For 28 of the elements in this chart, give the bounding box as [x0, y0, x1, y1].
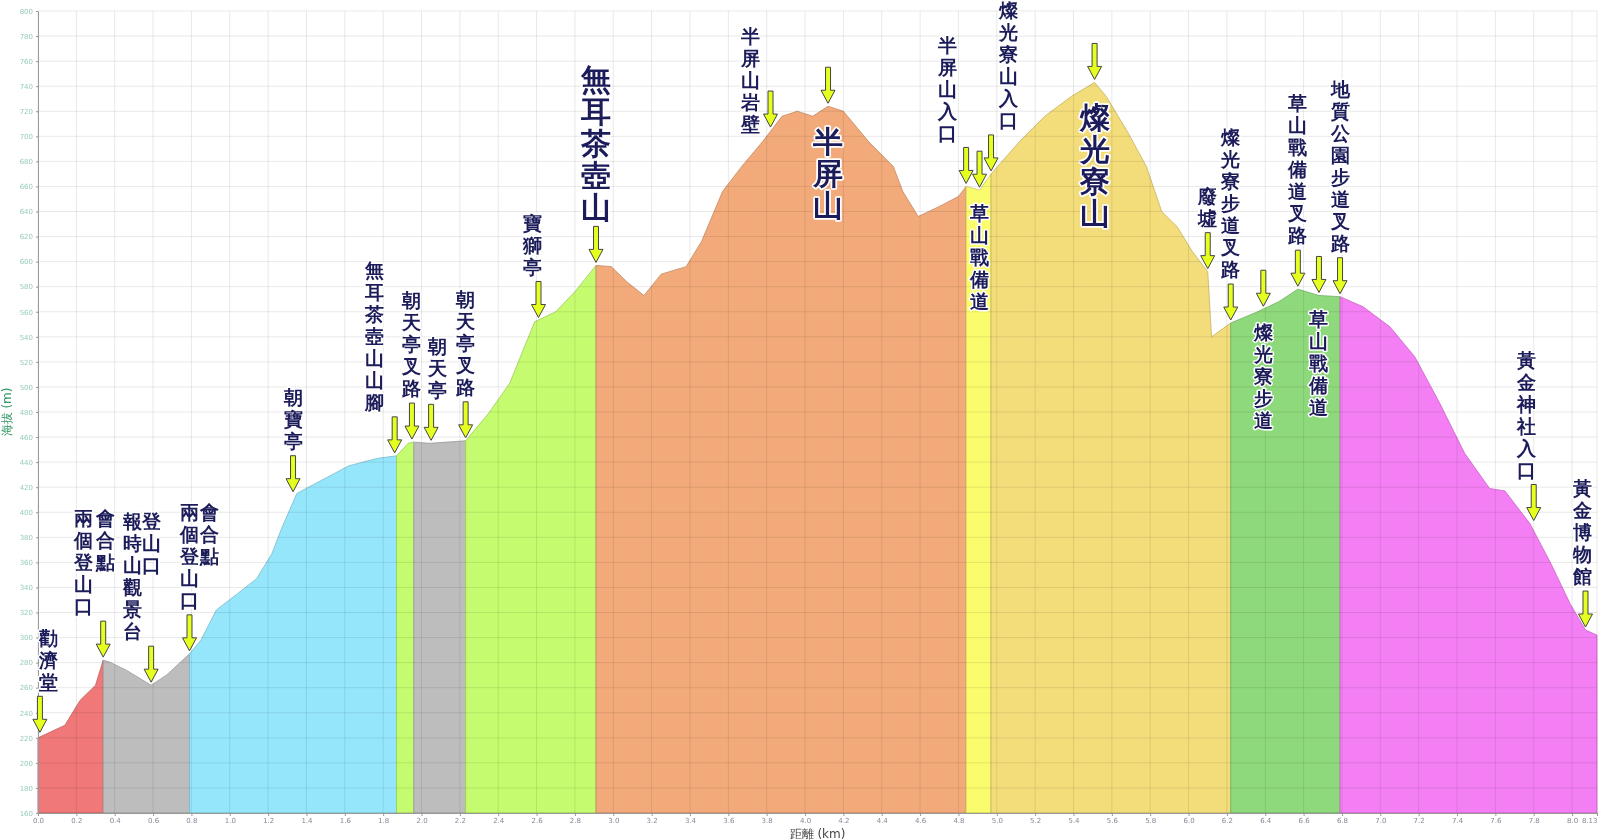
- annotation: 燦光寮步道叉路: [1220, 126, 1242, 281]
- annotation: 黃金神社入口: [1516, 348, 1538, 481]
- annotation: 朝天亭叉路: [455, 288, 476, 399]
- annotation: 燦光寮山: [1077, 99, 1110, 231]
- annotation: 朝寶亭: [282, 385, 303, 452]
- annotation: 無耳茶壺山山腳: [364, 259, 385, 414]
- annotation: 朝天亭: [426, 334, 447, 401]
- annotation: 半屏山岩壁: [740, 25, 761, 136]
- annotation: 半屏山: [812, 123, 844, 223]
- annotation: 兩個登山口: [72, 507, 94, 618]
- y-axis-title: 海拔 (m): [0, 387, 14, 437]
- annotation: 草山戰備道叉路: [1287, 92, 1308, 247]
- annotation: 廢墟: [1197, 184, 1218, 229]
- annotation: 草山戰備道: [969, 202, 990, 313]
- annotation: 勸濟堂: [38, 626, 60, 693]
- annotation: 兩個登山口: [178, 501, 200, 612]
- annotation: 無耳茶壺山: [580, 61, 612, 225]
- annotation: 寶獅亭: [521, 211, 542, 278]
- annotation: 朝天亭叉路: [401, 289, 422, 400]
- annotation: 地質公園步道叉路: [1329, 77, 1351, 254]
- annotation: 會合點: [198, 501, 219, 568]
- annotation: 黃金博物館: [1571, 477, 1592, 588]
- annotation: 燦光寮步道: [1252, 321, 1274, 432]
- x-axis-title: 距離 (km): [789, 827, 846, 840]
- annotation: 半屏山入口: [936, 33, 958, 144]
- annotation: 草山戰備道: [1308, 307, 1329, 418]
- annotation: 燦光寮山入口: [997, 0, 1019, 132]
- annotation: 會合點: [94, 507, 115, 574]
